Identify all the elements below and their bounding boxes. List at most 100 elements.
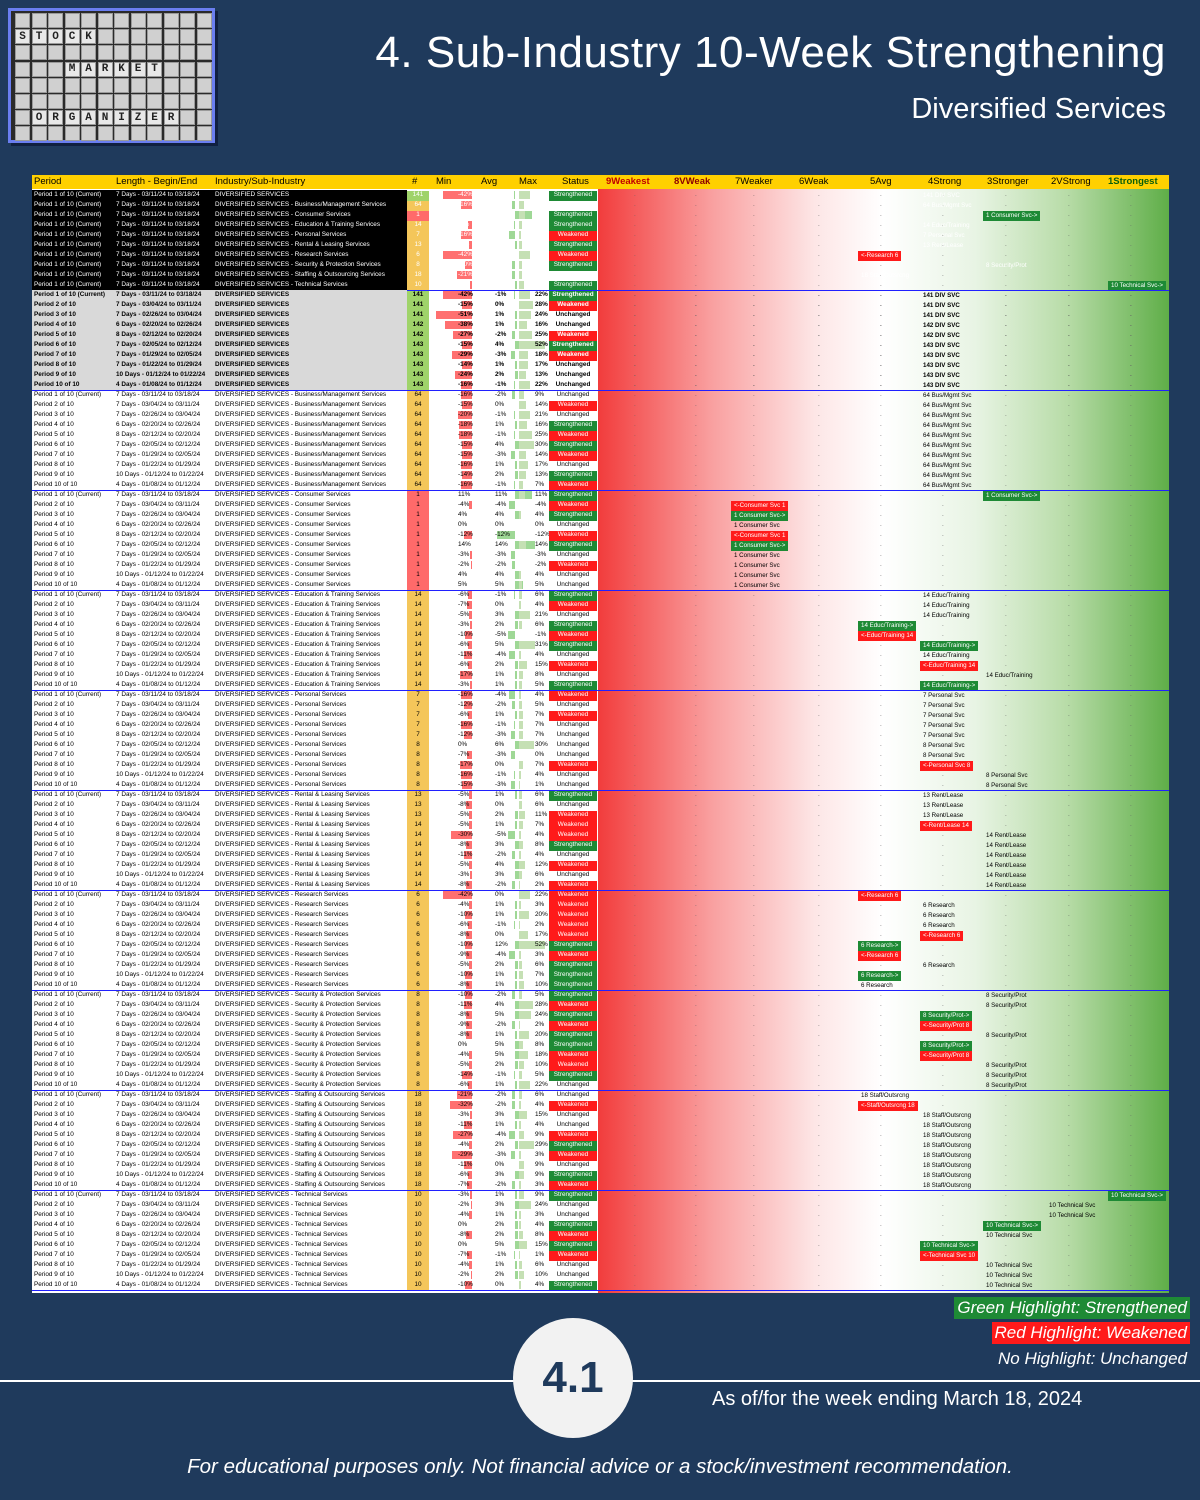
avg-bar bbox=[515, 571, 521, 579]
rank-dot: . bbox=[634, 1271, 636, 1278]
table-row: Period 1 of 10 (Current) 7 Days - 03/11/2… bbox=[32, 790, 1169, 801]
rank-dot: . bbox=[1130, 351, 1132, 358]
max-value: 6% bbox=[535, 1091, 545, 1098]
rank-dot: . bbox=[753, 1021, 755, 1028]
min-bar bbox=[460, 481, 472, 489]
count-cell: 64 bbox=[407, 401, 429, 411]
max-value: 4% bbox=[535, 851, 545, 858]
rank-dot: . bbox=[818, 791, 820, 798]
rank-dot: . bbox=[1005, 1251, 1007, 1258]
rank-dot: . bbox=[1068, 1061, 1070, 1068]
rank-dot: . bbox=[1005, 421, 1007, 428]
rank-dot: . bbox=[942, 701, 944, 708]
length-cell: 7 Days - 02/26/24 to 03/04/24 bbox=[116, 311, 202, 318]
avg-bar bbox=[510, 551, 515, 559]
rank-dot: . bbox=[695, 741, 697, 748]
rank-dot: . bbox=[1005, 321, 1007, 328]
status-cell: Unchanged bbox=[555, 361, 591, 368]
min-bar bbox=[460, 231, 472, 239]
min-value: -16% bbox=[458, 461, 473, 468]
rank-dot: . bbox=[753, 1041, 755, 1048]
count-cell: 14 bbox=[407, 641, 429, 651]
rank-dot: . bbox=[1068, 421, 1070, 428]
length-cell: 6 Days - 02/20/24 to 02/26/24 bbox=[116, 621, 201, 628]
logo-tile bbox=[180, 94, 195, 109]
min-bar bbox=[465, 261, 472, 269]
rank-dot: . bbox=[695, 441, 697, 448]
max-bar bbox=[519, 941, 545, 949]
avg-value: -1% bbox=[495, 431, 507, 438]
industry-cell: DIVERSIFIED SERVICES - Technical Service… bbox=[215, 1251, 348, 1258]
length-cell: 7 Days - 01/22/24 to 01/29/24 bbox=[116, 561, 201, 568]
max-value: 9% bbox=[535, 1171, 545, 1178]
avg-bar bbox=[515, 1141, 518, 1149]
rank-dot: . bbox=[880, 1131, 882, 1138]
period-cell: Period 6 of 10 bbox=[34, 541, 74, 548]
avg-bar bbox=[507, 831, 515, 839]
rank-dot: . bbox=[1068, 351, 1070, 358]
length-cell: 6 Days - 02/20/24 to 02/26/24 bbox=[116, 921, 201, 928]
avg-bar bbox=[513, 381, 515, 389]
avg-value: -2% bbox=[495, 391, 507, 398]
period-cell: Period 6 of 10 bbox=[34, 741, 74, 748]
status-cell: Strengthened bbox=[549, 991, 597, 1001]
industry-cell: DIVERSIFIED SERVICES - Education & Train… bbox=[215, 621, 381, 628]
rank-dot: . bbox=[1068, 941, 1070, 948]
min-bar bbox=[458, 411, 472, 419]
max-value: 11% bbox=[535, 211, 548, 218]
avg-bar bbox=[515, 421, 517, 429]
table-row: Period 2 of 10 7 Days - 03/04/24 to 03/11… bbox=[32, 500, 1169, 511]
rank-dot: . bbox=[942, 971, 944, 978]
rank-dot: . bbox=[880, 1181, 882, 1188]
rank-label: 14 Educ/Training-> bbox=[858, 621, 917, 631]
logo-tile bbox=[180, 13, 195, 28]
rank-dot: . bbox=[1068, 851, 1070, 858]
max-value: 3% bbox=[535, 901, 545, 908]
period-cell: Period 3 of 10 bbox=[34, 311, 76, 318]
rank-dot: . bbox=[753, 891, 755, 898]
rank-dot: . bbox=[1005, 871, 1007, 878]
period-cell: Period 4 of 10 bbox=[34, 1121, 74, 1128]
max-value: 25% bbox=[535, 431, 548, 438]
max-value: 25% bbox=[535, 331, 548, 338]
length-cell: 7 Days - 01/29/24 to 02/05/24 bbox=[116, 951, 201, 958]
rank-dot: . bbox=[942, 1101, 944, 1108]
rank-dot: . bbox=[818, 551, 820, 558]
rank-dot: . bbox=[880, 1111, 882, 1118]
max-bar bbox=[519, 381, 530, 389]
rank-dot: . bbox=[695, 191, 697, 198]
table-row: Period 9 of 10 10 Days - 01/12/24 to 01/2… bbox=[32, 570, 1169, 581]
status-cell: Unchanged bbox=[556, 411, 590, 418]
industry-cell: DIVERSIFIED SERVICES - Consumer Services bbox=[215, 541, 351, 548]
avg-bar bbox=[515, 621, 518, 629]
industry-cell: DIVERSIFIED SERVICES - Education & Train… bbox=[215, 681, 381, 688]
min-bar bbox=[469, 501, 472, 509]
rank-dot: . bbox=[634, 631, 636, 638]
status-cell: Unchanged bbox=[556, 731, 590, 738]
count-cell: 14 bbox=[407, 881, 429, 891]
status-cell: Weakened bbox=[549, 1151, 597, 1161]
rank-dot: . bbox=[880, 811, 882, 818]
industry-cell: DIVERSIFIED SERVICES - Research Services bbox=[215, 981, 349, 988]
max-bar bbox=[519, 1241, 527, 1249]
rank-dot: . bbox=[753, 881, 755, 888]
rank-dot: . bbox=[880, 471, 882, 478]
rank-dot: . bbox=[1068, 541, 1070, 548]
max-bar bbox=[519, 901, 521, 909]
logo-tile: M bbox=[64, 61, 80, 77]
period-cell: Period 1 of 10 (Current) bbox=[34, 281, 102, 288]
rank-label: 141 DIV SVC bbox=[923, 192, 960, 199]
group-separator bbox=[32, 1190, 1169, 1191]
table-row: Period 8 of 10 7 Days - 01/22/24 to 01/29… bbox=[32, 1060, 1169, 1071]
rank-dot: . bbox=[1005, 711, 1007, 718]
rank-dot: . bbox=[942, 611, 944, 618]
min-bar bbox=[468, 241, 472, 249]
avg-value: 0% bbox=[495, 1281, 505, 1288]
rank-dot: . bbox=[1068, 971, 1070, 978]
table-row: Period 2 of 10 7 Days - 03/04/24 to 03/11… bbox=[32, 400, 1169, 411]
min-value: -10% bbox=[458, 971, 473, 978]
count-cell: 8 bbox=[407, 1001, 429, 1011]
rank-dot: . bbox=[634, 1251, 636, 1258]
rank-dot: . bbox=[753, 931, 755, 938]
rank-label: <-Security/Prot 8 bbox=[920, 1051, 973, 1061]
